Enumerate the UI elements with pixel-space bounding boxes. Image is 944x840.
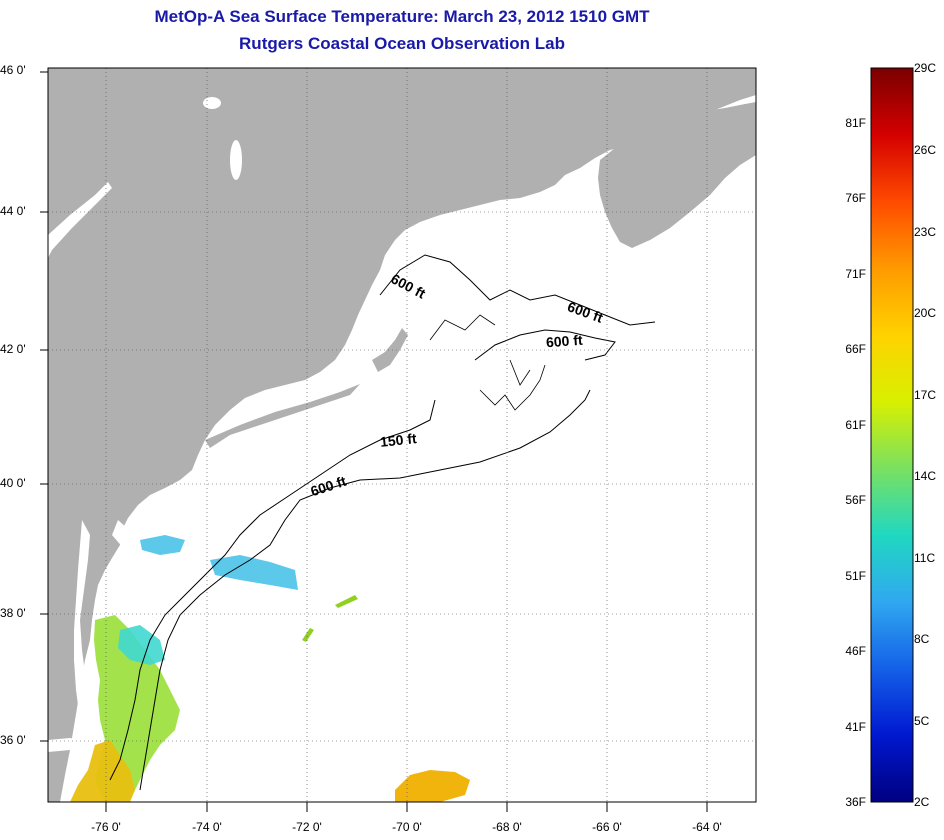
contour-600ft-shelf	[139, 389, 591, 791]
colorbar-label-f: 61F	[845, 418, 866, 432]
colorbar-label-c: 17C	[914, 388, 937, 402]
colorbar-label-c: 26C	[914, 143, 937, 157]
colorbar-label-c: 8C	[914, 632, 930, 646]
land-mass-nova-scotia	[598, 102, 756, 248]
colorbar-label-f: 46F	[845, 644, 866, 658]
contour-150ft	[109, 399, 436, 781]
map-frame	[47, 67, 757, 803]
sst-patch-warm	[70, 740, 135, 802]
lon-label: -76 0'	[91, 820, 121, 834]
land-long-island	[205, 384, 360, 448]
colorbar-label-c: 23C	[914, 225, 937, 239]
contour-shoal-lines	[429, 314, 546, 411]
colorbar-label-f: 56F	[845, 493, 866, 507]
lake	[230, 140, 242, 180]
colorbar-label-c: 14C	[914, 469, 937, 483]
lon-label: -74 0'	[192, 820, 222, 834]
lat-label: 40 0'	[0, 476, 26, 490]
sst-patch-cyan2	[210, 555, 298, 590]
water-delaware-bay	[112, 520, 150, 565]
colorbar	[870, 67, 914, 803]
lon-label: -64 0'	[692, 820, 722, 834]
colorbar-label-c: 2C	[914, 795, 930, 809]
colorbar-label-c: 5C	[914, 714, 930, 728]
colorbar-label-c: 11C	[914, 551, 936, 565]
water-chesapeake-bay	[74, 520, 96, 780]
lon-label: -70 0'	[392, 820, 422, 834]
sst-patch-offshore	[395, 770, 470, 802]
map-subtitle: Rutgers Coastal Ocean Observation Lab	[239, 34, 565, 53]
water-st-lawrence	[48, 182, 112, 258]
colorbar-label-c: 20C	[914, 306, 937, 320]
colorbar-label-f: 41F	[845, 720, 866, 734]
contour-label: 600 ft	[545, 331, 584, 351]
lat-label: 42 0'	[0, 342, 26, 356]
colorbar-label-f: 71F	[845, 267, 866, 281]
land-cape-cod	[372, 328, 408, 372]
colorbar-label-f: 36F	[845, 795, 866, 809]
colorbar-label-f: 66F	[845, 342, 866, 356]
lake	[420, 236, 440, 244]
lon-label: -66 0'	[592, 820, 622, 834]
lat-label: 46 0'	[0, 63, 26, 77]
map-title: MetOp-A Sea Surface Temperature: March 2…	[154, 7, 650, 26]
lake	[203, 97, 221, 109]
colorbar-label-f: 51F	[845, 569, 866, 583]
lat-label: 36 0'	[0, 733, 26, 747]
sst-patch-streak1	[335, 595, 358, 608]
colorbar-label-c: 29C	[914, 61, 937, 75]
contour-600ft-georges	[474, 329, 616, 361]
sst-patch-streak2	[302, 628, 314, 642]
lat-label: 44 0'	[0, 204, 26, 218]
lon-label: -72 0'	[292, 820, 322, 834]
lon-label: -68 0'	[492, 820, 522, 834]
axis-ticks	[40, 71, 708, 812]
sst-patch-cyan3	[140, 535, 185, 555]
colorbar-label-f: 76F	[845, 191, 866, 205]
colorbar-label-f: 81F	[845, 116, 866, 130]
water-albemarle-sound	[48, 738, 105, 752]
contour-600ft-gulf-of-maine	[379, 254, 656, 326]
lat-label: 38 0'	[0, 606, 26, 620]
land-mass-mainland	[48, 68, 756, 802]
